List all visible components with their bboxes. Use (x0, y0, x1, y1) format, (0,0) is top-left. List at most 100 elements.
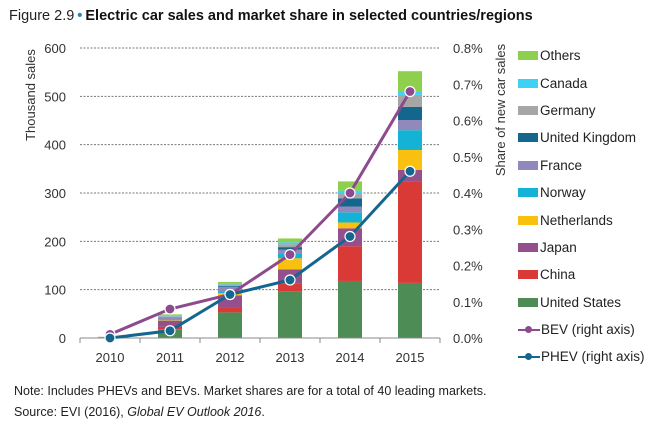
note-text: Note: Includes PHEVs and BEVs. Market sh… (14, 384, 487, 398)
figure-title: Figure 2.9 • Electric car sales and market… (9, 8, 533, 24)
left-tick-label: 100 (44, 283, 66, 298)
x-tick-label: 2013 (276, 350, 305, 365)
bar-segment-united-states-2015 (398, 282, 422, 338)
legend-item-bev-right-axis: BEV (right axis) (518, 316, 645, 343)
bar-segment-germany-2011 (158, 316, 182, 318)
legend-label: United States (540, 294, 622, 310)
gridlines (80, 47, 440, 291)
legend-item-japan: Japan (518, 234, 645, 261)
bev-point-2011 (164, 303, 176, 315)
bar-segment-germany-2012 (218, 284, 242, 286)
legend-item-united-states: United States (518, 289, 645, 316)
legend-label: France (540, 157, 583, 173)
bar-segment-norway-2011 (158, 319, 182, 321)
legend-item-norway: Norway (518, 179, 645, 206)
right-tick-label: 0.4% (453, 186, 483, 201)
bev-point-2013 (284, 249, 296, 261)
bar-segment-united-states-2013 (278, 291, 302, 338)
legend-label: BEV (right axis) (541, 322, 635, 338)
left-tick-label: 400 (44, 138, 66, 153)
bar-segment-france-2011 (158, 317, 182, 320)
legend-item-netherlands: Netherlands (518, 206, 645, 233)
bar-segment-netherlands-2013 (278, 258, 302, 270)
legend-swatch (518, 270, 538, 280)
right-tick-label: 0.7% (453, 77, 483, 92)
legend-item-united-kingdom: United Kingdom (518, 124, 645, 151)
bar-segment-others-2014 (338, 181, 362, 191)
x-tick-label: 2012 (216, 350, 245, 365)
phev-line (109, 170, 412, 340)
x-tick-label: 2014 (336, 350, 365, 365)
legend-label: United Kingdom (540, 130, 637, 146)
bar-segment-norway-2015 (398, 130, 422, 150)
right-tick-label: 0.0% (453, 331, 483, 346)
legend-swatch (518, 105, 538, 115)
right-tick-label: 0.3% (453, 222, 483, 237)
bar-segment-united-kingdom-2013 (278, 247, 302, 250)
right-tick-label: 0.5% (453, 150, 483, 165)
bar-segment-france-2015 (398, 120, 422, 131)
bar-segment-japan-2011 (158, 320, 182, 327)
phev-point-2012 (224, 288, 236, 301)
bar-segment-canada-2012 (218, 283, 242, 285)
right-tick-label: 0.8% (453, 41, 483, 56)
phev-point-2014 (344, 230, 356, 243)
figure-label: Figure 2.9 (9, 8, 75, 24)
phev-point-2015 (404, 165, 416, 177)
phev-point-2011 (164, 325, 176, 337)
legend-swatch (518, 215, 538, 225)
x-tick-label: 2010 (96, 350, 125, 365)
bar-segment-france-2014 (338, 206, 362, 213)
left-tick-label: 500 (44, 89, 66, 104)
bev-point-2014 (344, 187, 356, 199)
bar-segment-canada-2013 (278, 242, 302, 245)
axes (79, 337, 441, 343)
right-tick-label: 0.1% (453, 295, 483, 310)
bar-segment-others-2015 (398, 71, 422, 92)
legend-swatch (518, 352, 540, 361)
x-tick-label: 2011 (156, 350, 184, 365)
bar-segment-netherlands-2015 (398, 149, 422, 170)
bar-segment-netherlands-2014 (338, 222, 362, 229)
legend-item-france: France (518, 152, 645, 179)
bar-segment-germany-2013 (278, 244, 302, 248)
legend-label: Netherlands (540, 212, 613, 228)
right-tick-label: 0.6% (453, 114, 483, 129)
bar-segment-united-states-2012 (218, 312, 242, 338)
chart-title: Electric car sales and market share in s… (85, 8, 533, 24)
legend-item-others: Others (518, 42, 645, 69)
bar-segment-china-2014 (338, 246, 362, 281)
title-bullet: • (77, 8, 83, 24)
bar-segment-others-2011 (158, 314, 182, 316)
legend-item-phev-right-axis: PHEV (right axis) (518, 343, 645, 370)
legend-label: PHEV (right axis) (541, 349, 645, 365)
legend-item-germany: Germany (518, 97, 645, 124)
source-text: Source: EVI (2016), Global EV Outlook 20… (14, 402, 486, 423)
phev-point-2013 (284, 274, 296, 286)
legend-swatch (518, 188, 538, 198)
source-title: Global EV Outlook 2016 (127, 405, 262, 419)
stacked-bars (98, 71, 422, 338)
bar-segment-others-2013 (278, 238, 302, 243)
legend-swatch (518, 133, 538, 143)
legend-item-canada: Canada (518, 69, 645, 96)
left-tick-label: 300 (44, 186, 66, 201)
left-axis-title: Thousand sales (23, 49, 38, 141)
left-tick-label: 600 (44, 41, 66, 56)
legend-label: China (540, 267, 576, 283)
legend-label: Japan (540, 239, 577, 255)
share-lines (104, 85, 416, 344)
x-axis-ticks: 2010 2011 2012 2013 2014 2015 (96, 350, 425, 365)
bar-segment-united-kingdom-2014 (338, 198, 362, 207)
legend: Others Canada Germany United Kingdom France N… (518, 42, 645, 371)
legend-swatch (518, 297, 538, 307)
source-suffix: . (261, 405, 265, 419)
bar-segment-norway-2014 (338, 212, 362, 223)
bar-segment-china-2013 (278, 283, 302, 292)
x-tick-label: 2015 (396, 350, 425, 365)
left-tick-label: 0 (59, 331, 66, 346)
legend-item-china: China (518, 261, 645, 288)
right-axis-title: Share of new car sales (493, 43, 508, 176)
footnotes: Note: Includes PHEVs and BEVs. Market sh… (14, 381, 486, 423)
legend-swatch (518, 242, 538, 252)
